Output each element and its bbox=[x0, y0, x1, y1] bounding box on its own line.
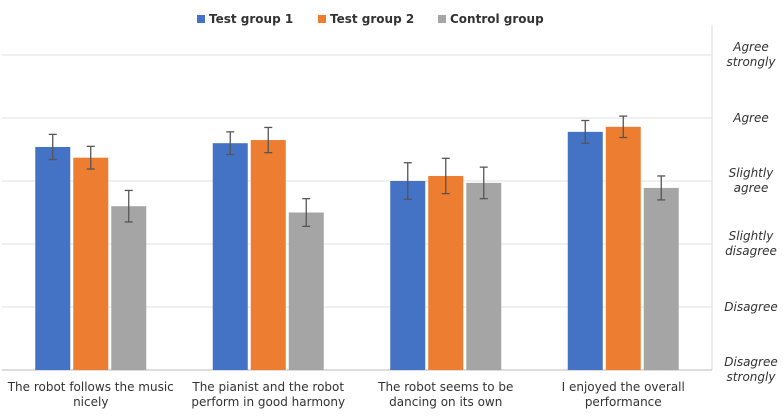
error-bar bbox=[619, 115, 628, 139]
bar bbox=[466, 182, 502, 370]
bar bbox=[390, 181, 426, 370]
error-bar bbox=[48, 133, 57, 161]
y-tick-label: Disagree strongly bbox=[724, 355, 778, 384]
bar bbox=[212, 143, 248, 370]
y-tick-label: Agree strongly bbox=[726, 40, 776, 69]
x-tick-label: The robot seems to be dancing on its own bbox=[378, 380, 514, 409]
legend-label: Test group 1 bbox=[209, 12, 294, 26]
legend-item: Test group 1 bbox=[197, 12, 293, 26]
error-bar bbox=[124, 189, 133, 223]
error-bar bbox=[441, 157, 450, 195]
bar bbox=[288, 212, 324, 370]
y-tick-label: Agree bbox=[733, 110, 769, 125]
legend-swatch bbox=[197, 15, 205, 23]
error-bar bbox=[657, 175, 666, 201]
legend-swatch bbox=[318, 15, 326, 23]
x-tick-label: The robot follows the music nicely bbox=[7, 380, 174, 409]
bar bbox=[35, 146, 71, 370]
bar bbox=[428, 175, 464, 370]
bar bbox=[73, 157, 109, 370]
y-tick-label: Disagree bbox=[724, 299, 778, 314]
y-tick-label: Slightly disagree bbox=[725, 229, 777, 258]
error-bar bbox=[264, 126, 273, 154]
error-bar bbox=[479, 166, 488, 200]
legend-label: Test group 2 bbox=[330, 12, 415, 26]
legend-item: Test group 2 bbox=[318, 12, 414, 26]
bar bbox=[643, 187, 679, 370]
error-bar bbox=[86, 145, 95, 170]
error-bar bbox=[403, 162, 412, 200]
legend-swatch bbox=[438, 15, 446, 23]
error-bar bbox=[581, 119, 590, 144]
bar bbox=[250, 140, 286, 370]
error-bar bbox=[226, 131, 235, 156]
x-tick-label: The pianist and the robot perform in goo… bbox=[191, 380, 346, 409]
bar bbox=[567, 131, 603, 370]
legend-item: Control group bbox=[438, 12, 544, 26]
bar bbox=[111, 206, 147, 370]
legend-label: Control group bbox=[450, 12, 544, 26]
error-bar bbox=[302, 197, 311, 228]
bar bbox=[605, 126, 641, 370]
y-tick-label: Slightly agree bbox=[728, 166, 774, 195]
x-tick-label: I enjoyed the overall performance bbox=[561, 380, 685, 409]
